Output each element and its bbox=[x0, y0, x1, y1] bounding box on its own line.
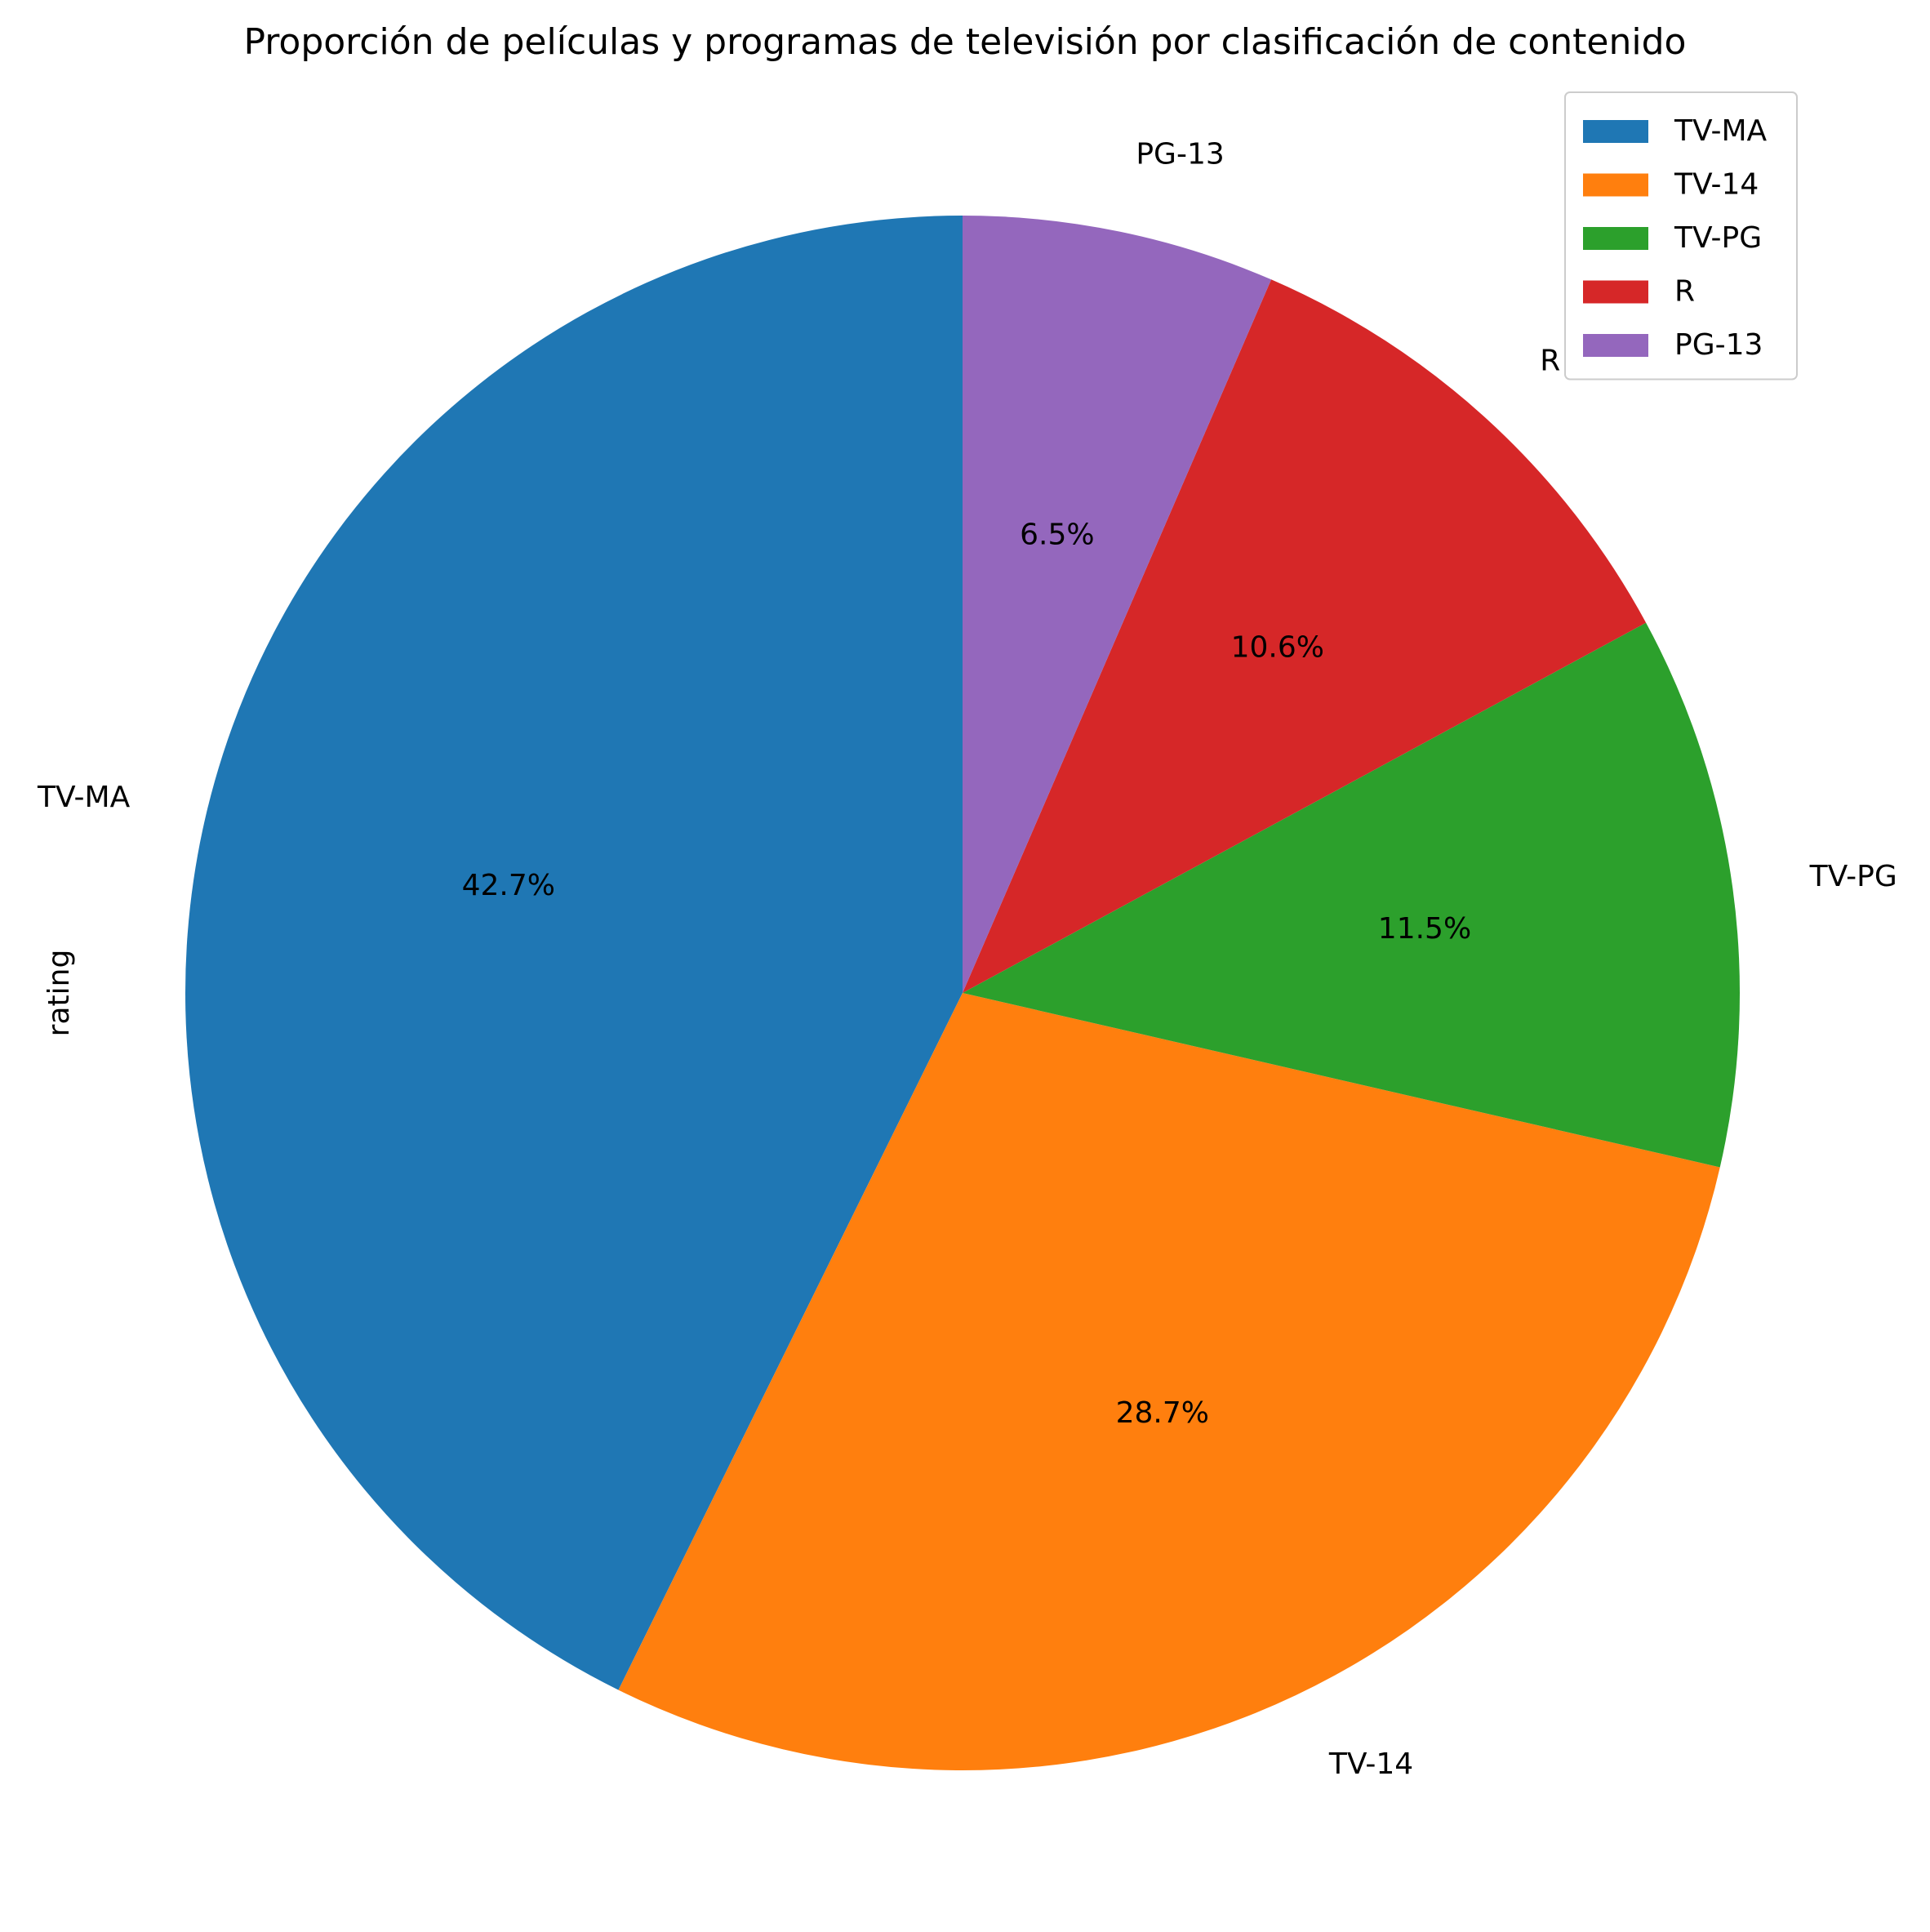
legend: TV-MA TV-14 TV-PG R PG-13 bbox=[1564, 91, 1798, 381]
legend-label-r: R bbox=[1674, 275, 1695, 309]
percent-label-pg-13: 6.5% bbox=[1020, 519, 1094, 552]
slice-label-r: R bbox=[1540, 345, 1560, 378]
slice-label-tv-ma: TV-MA bbox=[37, 781, 131, 814]
percent-label-tv-pg: 11.5% bbox=[1378, 912, 1471, 946]
slice-label-tv-pg: TV-PG bbox=[1809, 860, 1897, 893]
legend-swatch-tv-14 bbox=[1583, 173, 1648, 197]
pie-slice-tv-pg bbox=[963, 622, 1740, 1168]
pie-slice-labels: TV-MA TV-14 TV-PG R PG-13 bbox=[37, 138, 1897, 1782]
legend-frame bbox=[1564, 91, 1798, 381]
pie-slice-tv-ma bbox=[185, 216, 963, 1690]
legend-label-tv-ma: TV-MA bbox=[1674, 114, 1768, 148]
legend-swatch-tv-pg bbox=[1583, 227, 1648, 250]
pie-percent-labels: 42.7% 28.7% 11.5% 10.6% 6.5% bbox=[462, 519, 1472, 1430]
legend-swatch-pg-13 bbox=[1583, 334, 1648, 357]
pie-slice-pg-13 bbox=[963, 216, 1272, 993]
legend-label-tv-pg: TV-PG bbox=[1674, 221, 1762, 255]
pie-slice-tv-14 bbox=[618, 993, 1720, 1771]
percent-label-tv-ma: 42.7% bbox=[462, 869, 555, 902]
legend-swatch-r bbox=[1583, 280, 1648, 304]
pie-slice-r bbox=[963, 279, 1647, 993]
legend-swatch-tv-ma bbox=[1583, 120, 1648, 143]
percent-label-tv-14: 28.7% bbox=[1116, 1396, 1209, 1430]
legend-label-tv-14: TV-14 bbox=[1674, 168, 1759, 202]
slice-label-pg-13: PG-13 bbox=[1136, 138, 1224, 171]
pie-slices bbox=[185, 216, 1740, 1771]
percent-label-r: 10.6% bbox=[1231, 631, 1324, 665]
chart-title: Proporción de películas y programas de t… bbox=[244, 21, 1687, 63]
legend-label-pg-13: PG-13 bbox=[1674, 328, 1763, 362]
slice-label-tv-14: TV-14 bbox=[1328, 1747, 1413, 1781]
y-axis-label: rating bbox=[42, 950, 76, 1037]
